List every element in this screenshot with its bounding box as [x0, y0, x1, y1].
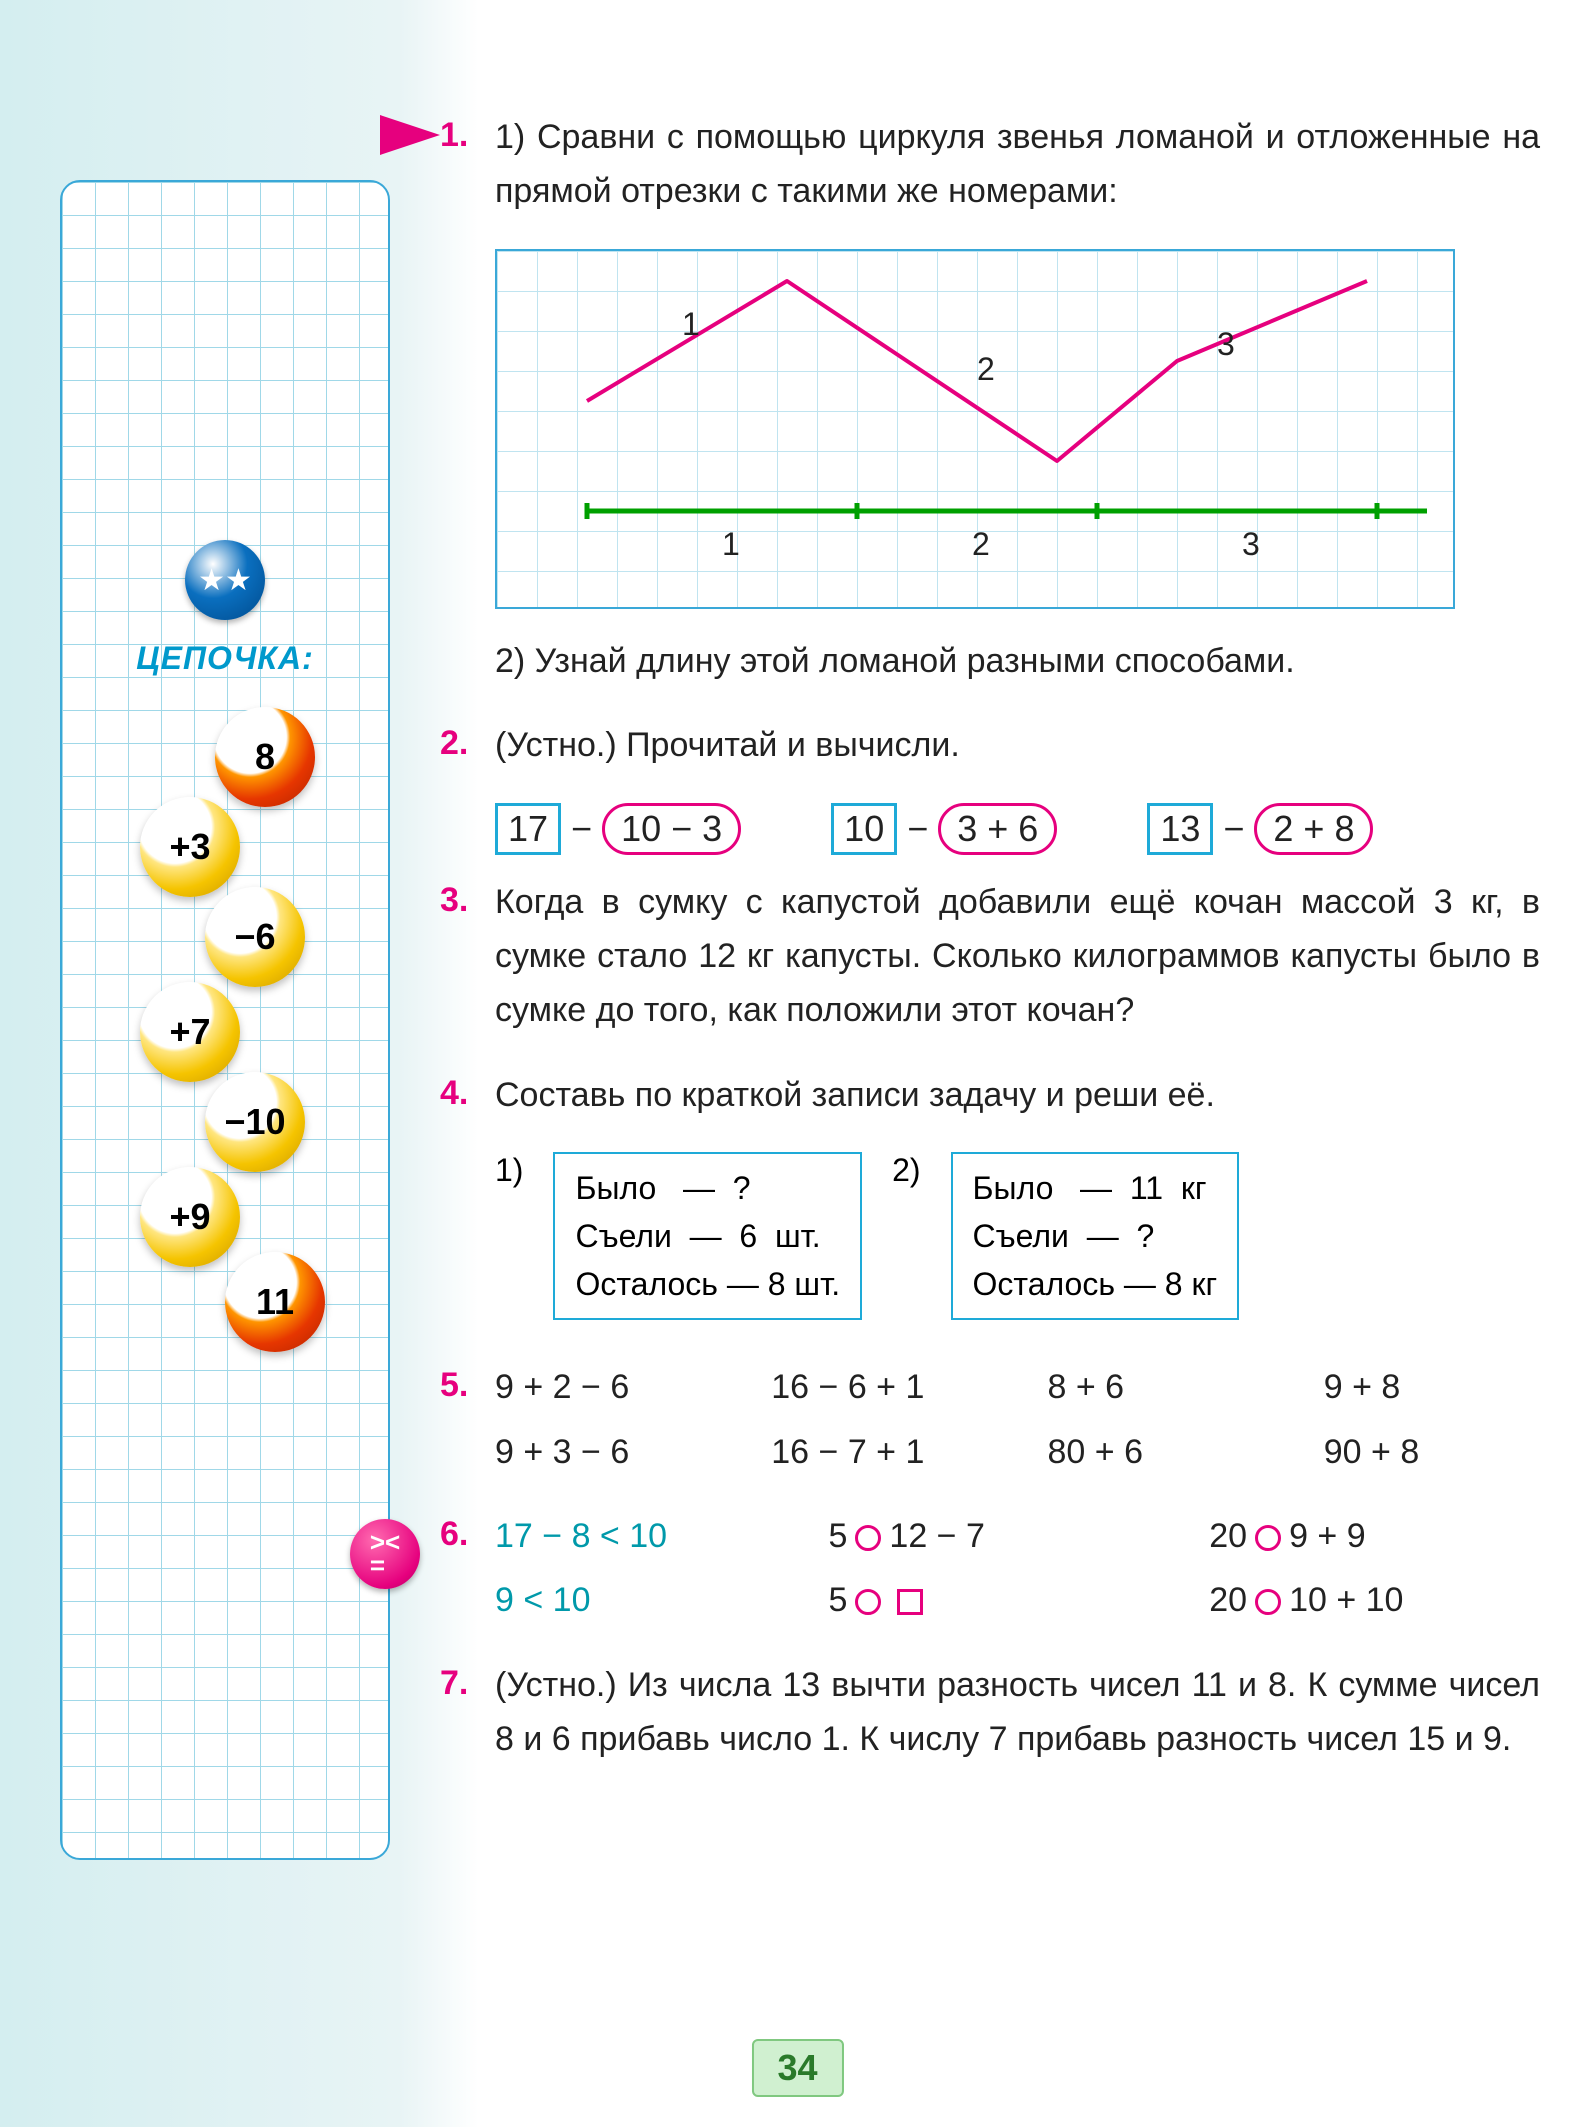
calc-cell: 16 − 7 + 1: [771, 1425, 987, 1479]
placeholder-circle-icon: [1255, 1525, 1281, 1551]
placeholder-circle-icon: [855, 1525, 881, 1551]
placeholder-square-icon: [897, 1589, 923, 1615]
chain-coin: −10: [205, 1072, 305, 1172]
comp-cell: 9 < 10: [495, 1573, 779, 1627]
calc-cell: 9 + 8: [1324, 1360, 1540, 1414]
compare-icon: ><=: [350, 1519, 420, 1589]
chain-coin: +7: [140, 982, 240, 1082]
calc-cell: 80 + 6: [1048, 1425, 1264, 1479]
chain-coin: −6: [205, 887, 305, 987]
task-3: 3. Когда в сумку с капустой добавили ещё…: [440, 875, 1540, 1038]
task-text: 1) Сравни с помощью циркуля звенья ломан…: [495, 110, 1540, 219]
task-number: 6.: [440, 1509, 495, 1628]
graph-label: 1: [722, 526, 740, 563]
graph-label: 2: [977, 351, 995, 388]
oval-expression: 10 − 3: [602, 803, 741, 855]
task-1: 1. 1) Сравни с помощью циркуля звенья ло…: [440, 110, 1540, 219]
task-number: 5.: [440, 1360, 495, 1479]
sidebar-title: ЦЕПОЧКА:: [60, 640, 390, 677]
page: ★★ ЦЕПОЧКА: 8+3−6+7−10+911 1. 1) Сравни …: [0, 0, 1595, 2127]
boxed-number: 10: [831, 803, 897, 855]
task-5: 5. 9 + 2 − 6 16 − 6 + 1 8 + 6 9 + 8 9 + 3 − …: [440, 1360, 1540, 1479]
triangle-pointer-icon: [380, 115, 440, 155]
calc-cell: 8 + 6: [1048, 1360, 1264, 1414]
calc-cell: 9 + 3 − 6: [495, 1425, 711, 1479]
operator: −: [1223, 808, 1244, 850]
task-2: 2. (Устно.) Прочитай и вычисли.: [440, 718, 1540, 772]
calc-cell: 16 − 6 + 1: [771, 1360, 987, 1414]
comp-cell: 5: [829, 1573, 1160, 1627]
task-text: (Устно.) Из числа 13 вычти разность чисе…: [495, 1658, 1540, 1767]
calc-cell: 9 + 2 − 6: [495, 1360, 711, 1414]
expression: 10−3 + 6: [831, 803, 1057, 855]
chain-coin: 8: [215, 707, 315, 807]
record-box: Было — 11 кгСъели — ?Осталось — 8 кг: [951, 1152, 1240, 1320]
task-number: 4.: [440, 1068, 495, 1122]
chain-coin: +9: [140, 1167, 240, 1267]
operator: −: [907, 808, 928, 850]
calc-grid-wrap: 9 + 2 − 6 16 − 6 + 1 8 + 6 9 + 8 9 + 3 − 6 16…: [495, 1360, 1540, 1479]
calc-cell: 90 + 8: [1324, 1425, 1540, 1479]
comp-cell: 2010 + 10: [1209, 1573, 1540, 1627]
graph-label: 2: [972, 526, 990, 563]
placeholder-circle-icon: [855, 1589, 881, 1615]
graph-label: 3: [1217, 326, 1235, 363]
task-number: 2.: [440, 718, 495, 772]
expression: 17−10 − 3: [495, 803, 741, 855]
task-6: ><= 6. 17 − 8 < 10512 − 7209 + 99 < 1052…: [440, 1509, 1540, 1628]
chain: 8+3−6+7−10+911: [85, 707, 365, 1407]
task-4: 4. Составь по краткой записи задачу и ре…: [440, 1068, 1540, 1122]
task-text: Когда в сумку с капустой добавили ещё ко…: [495, 875, 1540, 1038]
task-text: Составь по краткой записи задачу и реши …: [495, 1068, 1540, 1122]
record-label: 2): [892, 1152, 920, 1189]
record-row: 1) Было — ?Съели — 6 шт.Осталось — 8 шт. 2…: [495, 1152, 1540, 1320]
operator: −: [571, 808, 592, 850]
expression: 13−2 + 8: [1147, 803, 1373, 855]
task-1-part2: 2) Узнай длину этой ломаной разными спос…: [440, 634, 1540, 688]
spacer: [440, 634, 495, 688]
boxed-number: 13: [1147, 803, 1213, 855]
oval-expression: 2 + 8: [1254, 803, 1373, 855]
task-7: 7. (Устно.) Из числа 13 вычти разность ч…: [440, 1658, 1540, 1767]
chain-coin: 11: [225, 1252, 325, 1352]
page-number: 34: [751, 2039, 843, 2097]
graph: 1 2 3 1 2 3: [495, 249, 1455, 609]
boxed-number: 17: [495, 803, 561, 855]
comp-cell: 17 − 8 < 10: [495, 1509, 779, 1563]
chain-coin: +3: [140, 797, 240, 897]
record-label: 1): [495, 1152, 523, 1189]
content: 1. 1) Сравни с помощью циркуля звенья ло…: [440, 110, 1540, 1796]
comp-cell: 209 + 9: [1209, 1509, 1540, 1563]
task-text: (Устно.) Прочитай и вычисли.: [495, 718, 1540, 772]
sidebar: ★★ ЦЕПОЧКА: 8+3−6+7−10+911: [60, 540, 390, 1407]
comp-grid-wrap: 17 − 8 < 10 512 − 7 209 + 9 9 < 10 5 2010 + 1…: [495, 1509, 1540, 1628]
stars-icon: ★★: [185, 540, 265, 620]
graph-label: 1: [682, 306, 700, 343]
task-number: 7.: [440, 1658, 495, 1767]
graph-label: 3: [1242, 526, 1260, 563]
task-number: 1.: [440, 110, 495, 219]
placeholder-circle-icon: [1255, 1589, 1281, 1615]
expressions-row: 17−10 − 310−3 + 613−2 + 8: [495, 803, 1540, 855]
task-number: 3.: [440, 875, 495, 1038]
record-box: Было — ?Съели — 6 шт.Осталось — 8 шт.: [553, 1152, 862, 1320]
comp-cell: 512 − 7: [829, 1509, 1160, 1563]
oval-expression: 3 + 6: [938, 803, 1057, 855]
task-text: 2) Узнай длину этой ломаной разными спос…: [495, 634, 1540, 688]
